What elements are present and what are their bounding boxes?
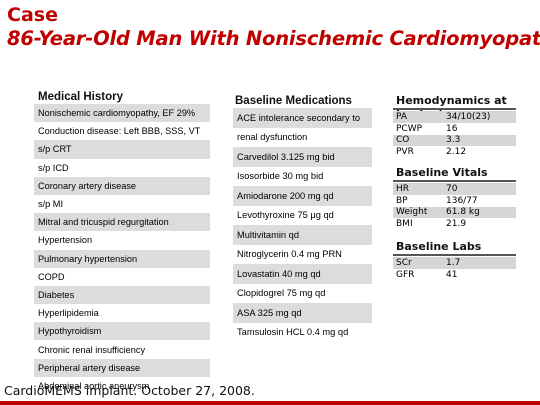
medical-history-list: Nonischemic cardiomyopathy, EF 29% Condu… (34, 104, 210, 395)
row-value: 34/10(23) (446, 111, 491, 122)
vitals-rule (393, 180, 516, 182)
bottom-accent-bar (0, 401, 540, 405)
table-row: HR 70 (393, 183, 516, 195)
labs-table: SCr 1.7 GFR 41 (393, 257, 516, 281)
list-item: Hypertension (34, 231, 210, 250)
list-item: Hypothyroidism (34, 322, 210, 341)
labs-rule (393, 254, 516, 256)
table-row: SCr 1.7 (393, 257, 516, 269)
vitals-table: HR 70 BP 136/77 Weight 61.8 kg BMI 21.9 (393, 183, 516, 231)
list-item: Abdominal aortic aneurysm (34, 376, 210, 395)
table-row: CO 3.3 (393, 134, 516, 147)
list-item: Chronic renal insufficiency (34, 340, 210, 359)
table-row: BMI 21.9 (393, 218, 516, 231)
row-label: CO (396, 135, 410, 146)
hemodynamics-rule (393, 108, 516, 110)
list-item: Clopidogrel 75 mg qd (233, 283, 372, 303)
row-value: 16 (446, 123, 458, 134)
row-label: PA (396, 111, 408, 122)
list-item: Pulmonary hypertension (34, 249, 210, 268)
list-item: Conduction disease: Left BBB, SSS, VT (34, 122, 210, 141)
list-item: COPD (34, 267, 210, 286)
footer-note: CardioMEMS implant. October 27, 2008. (4, 383, 255, 398)
row-value: 2.12 (446, 147, 467, 158)
list-item: Nitroglycerin 0.4 mg PRN (233, 244, 372, 264)
slide-subtitle: 86-Year-Old Man With Nonischemic Cardiom… (7, 27, 540, 50)
table-row: PVR 2.12 (393, 146, 516, 159)
row-value: 70 (446, 183, 458, 194)
slide-title: Case (7, 4, 58, 26)
list-item: ASA 325 mg qd (233, 303, 372, 323)
baseline-medications-heading: Baseline Medications (235, 95, 352, 107)
row-label: GFR (396, 269, 415, 280)
list-item: Coronary artery disease (34, 176, 210, 195)
list-item: ACE intolerance secondary to (233, 108, 372, 128)
list-item: Diabetes (34, 285, 210, 305)
list-item: Multivitamin qd (233, 225, 372, 245)
table-row: BP 136/77 (393, 194, 516, 207)
row-value: 3.3 (446, 135, 461, 146)
labs-heading: Baseline Labs (396, 240, 482, 253)
row-label: PCWP (396, 123, 423, 134)
row-label: HR (396, 183, 410, 194)
table-row: GFR 41 (393, 268, 516, 281)
row-label: BMI (396, 219, 413, 230)
table-row: Weight 61.8 kg (393, 206, 516, 219)
row-value: 1.7 (446, 257, 461, 268)
table-row: PA 34/10(23) (393, 111, 516, 123)
list-item: Mitral and tricuspid regurgitation (34, 213, 210, 232)
row-value: 136/77 (446, 195, 478, 206)
list-item: Hyperlipidemia (34, 304, 210, 323)
row-value: 41 (446, 269, 458, 280)
list-item: Nonischemic cardiomyopathy, EF 29% (34, 104, 210, 123)
list-item: Tamsulosin HCL 0.4 mg qd (233, 322, 372, 342)
hemodynamics-table: PA 34/10(23) PCWP 16 CO 3.3 PVR 2.12 (393, 111, 516, 159)
row-value: 61.8 kg (446, 207, 480, 218)
table-row: PCWP 16 (393, 122, 516, 135)
list-item: Lovastatin 40 mg qd (233, 264, 372, 284)
row-label: SCr (396, 257, 412, 268)
row-label: Weight (396, 207, 428, 218)
list-item: renal dysfunction (233, 127, 372, 147)
baseline-medications-list: ACE intolerance secondary to renal dysfu… (233, 108, 372, 342)
vitals-heading: Baseline Vitals (396, 166, 488, 179)
list-item: Peripheral artery disease (34, 358, 210, 377)
list-item: Carvedilol 3.125 mg bid (233, 147, 372, 167)
row-label: PVR (396, 147, 414, 158)
list-item: Isosorbide 30 mg bid (233, 166, 372, 186)
row-value: 21.9 (446, 219, 467, 230)
list-item: s/p CRT (34, 140, 210, 159)
row-label: BP (396, 195, 408, 206)
medical-history-heading: Medical History (38, 91, 123, 103)
list-item: s/p MI (34, 194, 210, 214)
list-item: Amiodarone 200 mg qd (233, 186, 372, 206)
list-item: s/p ICD (34, 158, 210, 177)
list-item: Levothyroxine 75 μg qd (233, 205, 372, 225)
